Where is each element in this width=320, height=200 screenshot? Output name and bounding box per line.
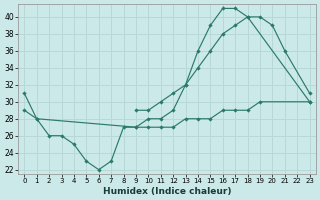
X-axis label: Humidex (Indice chaleur): Humidex (Indice chaleur) [103,187,231,196]
